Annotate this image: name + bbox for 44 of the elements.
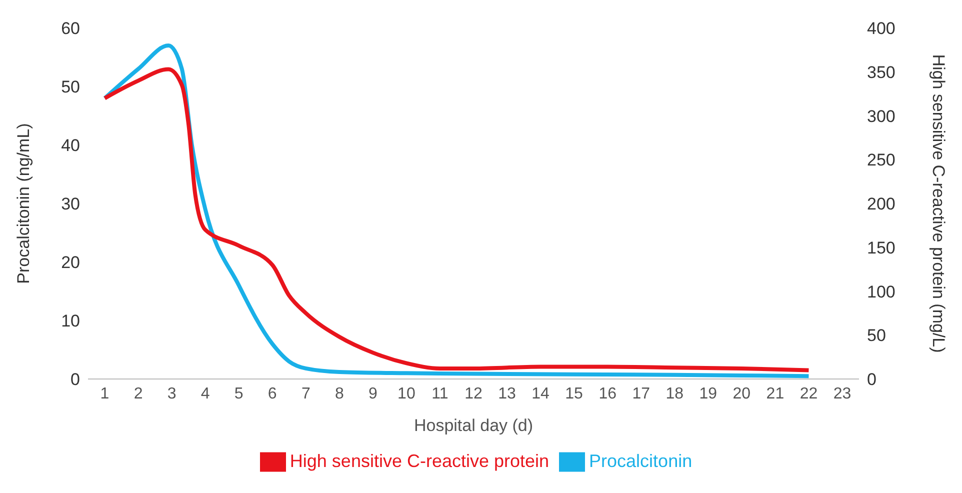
y-tick-label: 30 (61, 194, 80, 214)
y2-tick-label: 300 (867, 106, 896, 126)
x-tick-label: 11 (432, 385, 448, 402)
x-tick-label: 22 (800, 385, 818, 402)
x-tick-label: 4 (200, 385, 210, 402)
x-tick-label: 15 (565, 385, 584, 402)
y-tick-label: 50 (61, 78, 80, 97)
x-tick-label: 1 (100, 385, 110, 402)
x-tick-label: 8 (334, 385, 344, 402)
x-tick-label: 19 (699, 385, 718, 402)
y-axis-title: Procalcitonin (ng/mL) (14, 123, 34, 284)
y2-tick-label: 150 (867, 238, 896, 258)
y2-tick-label: 250 (867, 150, 896, 170)
x-tick-label: 10 (398, 385, 416, 402)
y2-tick-label: 100 (867, 282, 896, 302)
y2-tick-label: 200 (867, 194, 896, 214)
y2-tick-label: 350 (867, 62, 896, 82)
y2-tick-label: 50 (867, 326, 886, 346)
x-tick-label: 7 (301, 385, 310, 402)
x-tick-label: 12 (464, 385, 482, 402)
x-tick-label: 21 (766, 385, 784, 402)
y-tick-label: 40 (61, 136, 80, 156)
y-tick-label: 0 (70, 370, 80, 390)
x-axis-title: Hospital day (d) (414, 416, 534, 435)
x-tick-label: 2 (134, 385, 143, 402)
x-tick-label: 20 (732, 385, 751, 402)
legend-label: High sensitive C-reactive protein (290, 450, 550, 471)
legend-label: Procalcitonin (589, 450, 692, 471)
x-tick-label: 23 (833, 385, 852, 402)
x-tick-label: 6 (268, 385, 277, 402)
x-tick-label: 5 (234, 385, 244, 402)
x-tick-label: 13 (498, 385, 516, 402)
x-tick-label: 3 (167, 385, 176, 402)
x-tick-label: 17 (632, 385, 650, 402)
x-tick-label: 16 (598, 385, 617, 402)
y-tick-label: 20 (61, 253, 80, 272)
y2-tick-label: 0 (867, 370, 876, 390)
x-tick-label: 18 (666, 385, 684, 402)
y2-tick-label: 400 (867, 19, 896, 38)
y-tick-label: 60 (61, 19, 80, 38)
y-tick-label: 10 (61, 312, 80, 331)
y2-axis-title: High sensitive C-reactive protein (mg/L) (928, 54, 948, 353)
x-tick-label: 9 (368, 385, 378, 402)
x-tick-label: 14 (532, 385, 550, 402)
